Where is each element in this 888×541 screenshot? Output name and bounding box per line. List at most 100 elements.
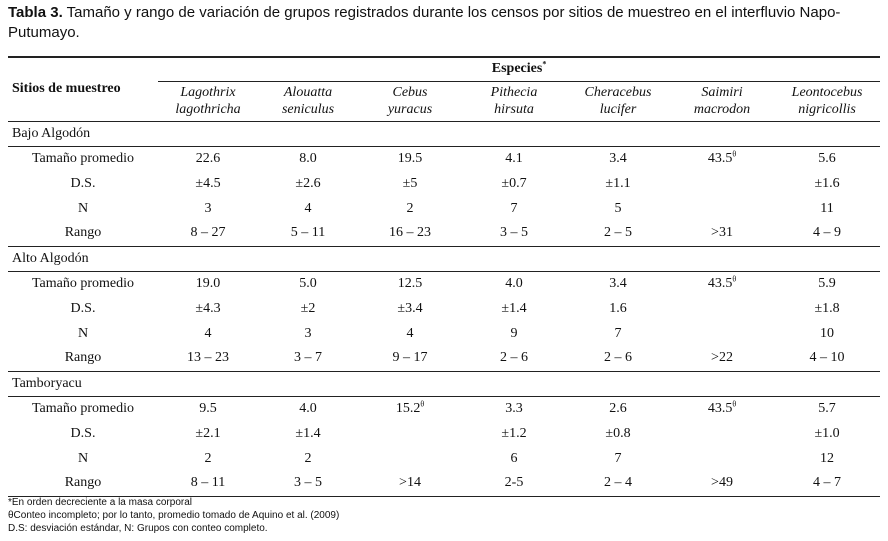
table-cell: 3 – 5 [258, 471, 358, 497]
section-name: Alto Algodón [8, 246, 881, 272]
table-cell: ±1.0 [774, 421, 880, 446]
cell-value: >49 [711, 475, 733, 491]
row-label: D.S. [70, 175, 96, 191]
row-label: D.S. [70, 425, 96, 441]
table-row: N 4 3 4 9 7 10 [8, 321, 880, 346]
table-cell: 9 [462, 321, 566, 346]
table-cell: 8 – 11 [158, 471, 258, 497]
table-cell: 8 – 27 [158, 221, 258, 247]
cell-value: 5.0 [299, 275, 317, 291]
table-row: Rango 8 – 11 3 – 5 >14 2-5 2 – 4 >49 4 – 7 [8, 471, 881, 497]
table-cell [670, 446, 774, 471]
species-genus: Leontocebus [791, 85, 863, 100]
table-cell: 43.5θ [670, 271, 774, 296]
table-cell: 3 [158, 196, 258, 221]
table-cell: ±5 [358, 171, 462, 196]
table-cell: ±4.3 [158, 296, 258, 321]
table-row: Rango 8 – 27 5 – 11 16 – 23 3 – 5 2 – 5 >31 4 –… [8, 221, 881, 247]
cell-value: 3 – 7 [294, 350, 322, 366]
table-cell: 2 [158, 446, 258, 471]
cell-value: ±2.1 [195, 425, 221, 441]
table-cell: >49 [670, 471, 774, 497]
table-cell: 5.9 [774, 271, 880, 296]
table-cell: 4.1 [462, 146, 566, 171]
cell-value: 8.0 [299, 150, 317, 166]
cell-value: ±4.5 [195, 175, 221, 191]
table-cell: 4.0 [462, 271, 566, 296]
cell-value: ±1.6 [814, 175, 840, 191]
cell-value: 10 [820, 325, 835, 341]
section-row: Bajo Algodón [8, 121, 881, 147]
section-name: Tamboryacu [8, 371, 881, 397]
cell-value: 13 – 23 [187, 350, 229, 366]
table-cell: >22 [670, 346, 774, 372]
table-cell: 2 – 5 [566, 221, 670, 247]
cell-value: 9.5 [199, 400, 217, 416]
table-cell: 5 – 11 [258, 221, 358, 247]
table-cell: 5.7 [774, 396, 880, 421]
cell-superscript: θ [732, 274, 737, 284]
cell-value: ±2.6 [295, 175, 321, 191]
footnote-2: θConteo incompleto; por lo tanto, promed… [8, 510, 340, 521]
cell-value: 9 [510, 325, 518, 341]
row-label: N [77, 200, 89, 216]
cell-value: 3 – 5 [294, 475, 322, 491]
footnote-1: *En orden decreciente a la masa corporal [8, 497, 192, 508]
species-header: Lagothrix lagothricha [158, 80, 258, 122]
table-row: D.S. ±2.1 ±1.4 ±1.2 ±0.8 ±1.0 [8, 421, 880, 446]
species-header: Cheracebus lucifer [566, 80, 670, 122]
cell-value: ±1.2 [501, 425, 527, 441]
cell-value: 2 – 6 [604, 350, 632, 366]
species-epithet: macrodon [693, 102, 751, 117]
cell-value: 3 [304, 325, 312, 341]
header-especies: Especies* [158, 56, 881, 81]
cell-value: 6 [510, 450, 518, 466]
species-header: Cebus yuracus [358, 80, 462, 122]
table-cell: 13 – 23 [158, 346, 258, 372]
especies-mark: * [542, 59, 547, 69]
cell-value: >31 [711, 225, 733, 241]
cell-value: 4 [304, 200, 312, 216]
section-name: Bajo Algodón [8, 121, 881, 147]
cell-value: 8 – 27 [190, 225, 226, 241]
cell-value: 43.5 [707, 400, 733, 416]
cell-value: 8 – 11 [190, 475, 226, 491]
table-cell: 9 – 17 [358, 346, 462, 372]
species-epithet: hirsuta [494, 102, 534, 117]
species-header: Alouatta seniculus [258, 80, 358, 122]
cell-value: 3.3 [505, 400, 523, 416]
table-cell: 12.5 [358, 271, 462, 296]
cell-value: 4 – 9 [813, 225, 842, 241]
cell-value: 15.2 [395, 400, 421, 416]
cell-value: >14 [399, 475, 421, 491]
cell-value: ±1.1 [605, 175, 631, 191]
table-cell: 4.0 [258, 396, 358, 421]
cell-value: ±4.3 [195, 300, 221, 316]
table-cell: ±2 [258, 296, 358, 321]
table-cell: ±2.6 [258, 171, 358, 196]
cell-superscript: θ [732, 149, 737, 159]
cell-value: 4.0 [299, 400, 317, 416]
table-row: D.S. ±4.3 ±2 ±3.4 ±1.4 1.6 ±1.8 [8, 296, 880, 321]
cell-value: 5 [614, 200, 622, 216]
table-row: N 3 4 2 7 5 11 [8, 196, 880, 221]
species-epithet: lagothricha [175, 102, 241, 117]
species-genus: Cheracebus [584, 85, 652, 100]
cell-value: 43.5 [707, 150, 733, 166]
cell-value: ±0.7 [501, 175, 527, 191]
table-cell: 5.0 [258, 271, 358, 296]
cell-value: 3.4 [609, 150, 627, 166]
cell-value: 11 [820, 200, 834, 216]
species-header: Pithecia hirsuta [462, 80, 566, 122]
cell-value: 4 [204, 325, 212, 341]
table-cell: 4 [158, 321, 258, 346]
data-table: Sitios de muestreo Especies* Lagothrix la… [8, 56, 881, 497]
cell-value: 7 [510, 200, 518, 216]
cell-value: 19.5 [397, 150, 423, 166]
table-cell: ±1.4 [462, 296, 566, 321]
table-cell: 2 – 4 [566, 471, 670, 497]
table-cell: 11 [774, 196, 880, 221]
species-genus: Alouatta [283, 85, 333, 100]
species-epithet: nigricollis [798, 102, 856, 117]
table-cell: ±4.5 [158, 171, 258, 196]
